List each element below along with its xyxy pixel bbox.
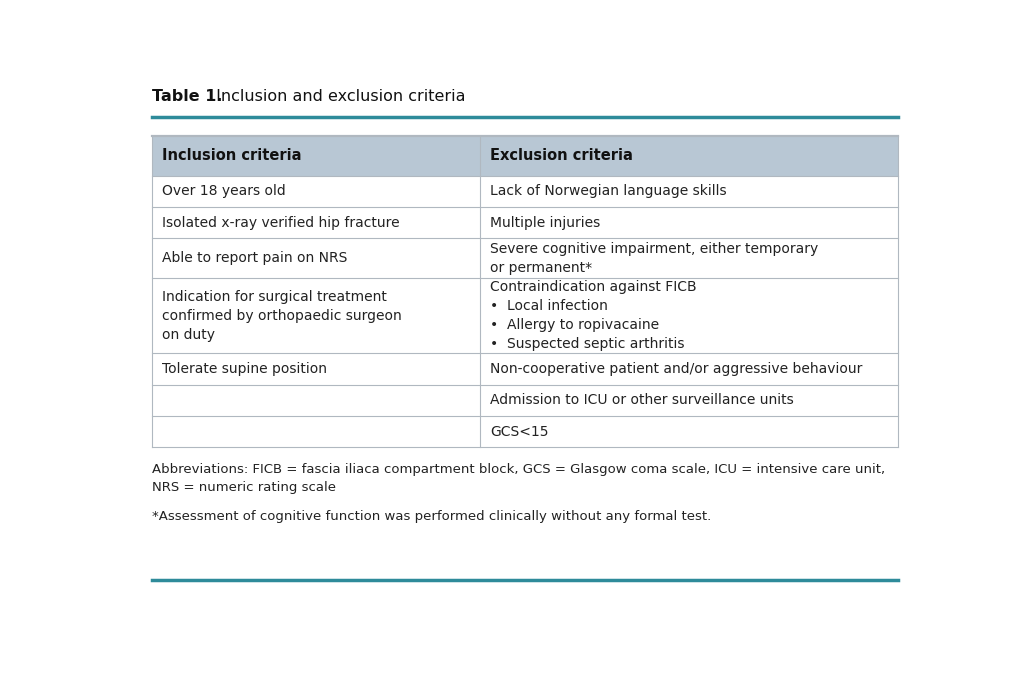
Text: Over 18 years old: Over 18 years old [162, 184, 286, 198]
Text: Admission to ICU or other surveillance units: Admission to ICU or other surveillance u… [490, 394, 794, 408]
Text: Abbreviations: FICB = fascia iliaca compartment block, GCS = Glasgow coma scale,: Abbreviations: FICB = fascia iliaca comp… [152, 463, 885, 494]
Text: Multiple injuries: Multiple injuries [490, 216, 601, 230]
Text: Indication for surgical treatment
confirmed by orthopaedic surgeon
on duty: Indication for surgical treatment confir… [162, 290, 401, 342]
Bar [152, 385, 898, 416]
Bar [152, 353, 898, 385]
Bar [152, 278, 898, 353]
Bar [152, 238, 898, 278]
Bar [152, 136, 898, 176]
Text: Inclusion and exclusion criteria: Inclusion and exclusion criteria [211, 89, 465, 105]
Text: Exclusion criteria: Exclusion criteria [490, 148, 633, 163]
Bar [152, 207, 898, 238]
Text: Contraindication against FICB
•  Local infection
•  Allergy to ropivacaine
•  Su: Contraindication against FICB • Local in… [490, 281, 697, 351]
Text: Severe cognitive impairment, either temporary
or permanent*: Severe cognitive impairment, either temp… [490, 242, 818, 275]
Text: Lack of Norwegian language skills: Lack of Norwegian language skills [490, 184, 727, 198]
Text: *Assessment of cognitive function was performed clinically without any formal te: *Assessment of cognitive function was pe… [152, 510, 711, 523]
Text: Non-cooperative patient and/or aggressive behaviour: Non-cooperative patient and/or aggressiv… [490, 362, 863, 376]
Text: GCS<15: GCS<15 [490, 425, 549, 439]
Text: Inclusion criteria: Inclusion criteria [162, 148, 302, 163]
Bar [152, 176, 898, 207]
Text: Tolerate supine position: Tolerate supine position [162, 362, 327, 376]
Bar [152, 416, 898, 448]
Text: Table 1.: Table 1. [152, 89, 222, 105]
Text: Able to report pain on NRS: Able to report pain on NRS [162, 251, 347, 265]
Text: Isolated x-ray verified hip fracture: Isolated x-ray verified hip fracture [162, 216, 399, 230]
